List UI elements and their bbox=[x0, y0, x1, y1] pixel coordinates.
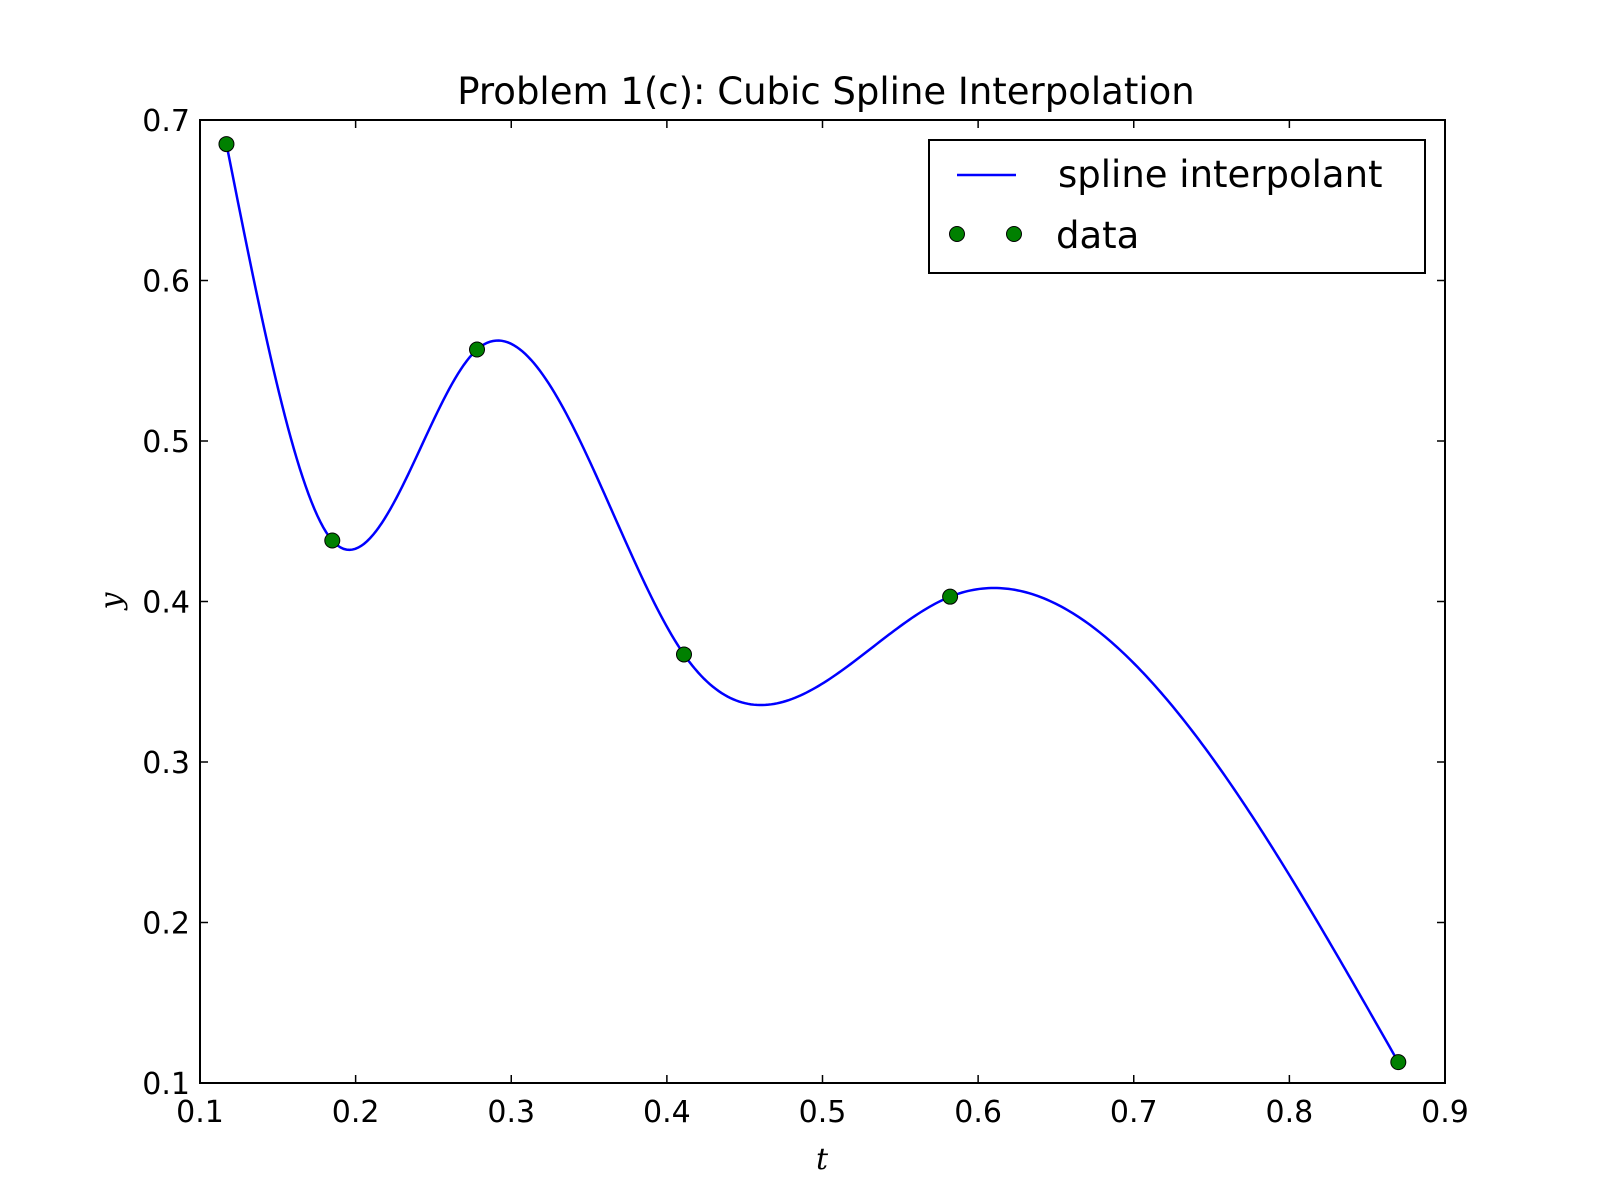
x-tick-label: 0.6 bbox=[954, 1095, 1002, 1130]
y-tick-label: 0.2 bbox=[142, 907, 190, 942]
chart-title: Problem 1(c): Cubic Spline Interpolation bbox=[457, 70, 1194, 113]
spline-curve bbox=[225, 143, 1400, 1063]
x-tick-label: 0.9 bbox=[1421, 1095, 1469, 1130]
legend-box bbox=[928, 139, 1426, 274]
legend-marker-swatch bbox=[1006, 226, 1022, 242]
y-tick-label: 0.6 bbox=[142, 265, 190, 300]
y-tick-label: 0.7 bbox=[142, 104, 190, 139]
y-tick-label: 0.4 bbox=[142, 586, 190, 621]
y-tick-label: 0.1 bbox=[142, 1067, 190, 1102]
legend-marker-swatch bbox=[949, 226, 965, 242]
y-tick-label: 0.3 bbox=[142, 746, 190, 781]
y-axis-label: y bbox=[94, 591, 129, 611]
x-tick-label: 0.3 bbox=[487, 1095, 535, 1130]
series-spline-interpolant bbox=[225, 143, 1400, 1063]
x-axis-label: t bbox=[816, 1142, 829, 1177]
x-tick-label: 0.2 bbox=[332, 1095, 380, 1130]
legend-label-data: data bbox=[1056, 214, 1139, 257]
y-tick-label: 0.5 bbox=[142, 425, 190, 460]
data-point bbox=[324, 532, 341, 549]
series-data bbox=[218, 136, 1407, 1071]
x-tick-label: 0.7 bbox=[1110, 1095, 1158, 1130]
x-tick-label: 0.5 bbox=[799, 1095, 847, 1130]
x-tick-label: 0.4 bbox=[643, 1095, 691, 1130]
data-point bbox=[469, 341, 486, 358]
data-point bbox=[218, 136, 235, 153]
axis-ticks: 0.1 0.2 0.3 0.4 0.5 0.6 0.7 0.8 0.9 0.1 0.2 0.3 0.4 0… bbox=[142, 104, 1469, 1130]
x-tick-label: 0.1 bbox=[176, 1095, 224, 1130]
legend: spline interpolant data bbox=[928, 139, 1426, 274]
data-point bbox=[1390, 1054, 1407, 1071]
data-point bbox=[675, 646, 692, 663]
plot-frame bbox=[199, 119, 1446, 1084]
x-tick-label: 0.8 bbox=[1266, 1095, 1314, 1130]
data-point bbox=[942, 588, 959, 605]
legend-label-spline-interpolant: spline interpolant bbox=[1058, 153, 1383, 196]
